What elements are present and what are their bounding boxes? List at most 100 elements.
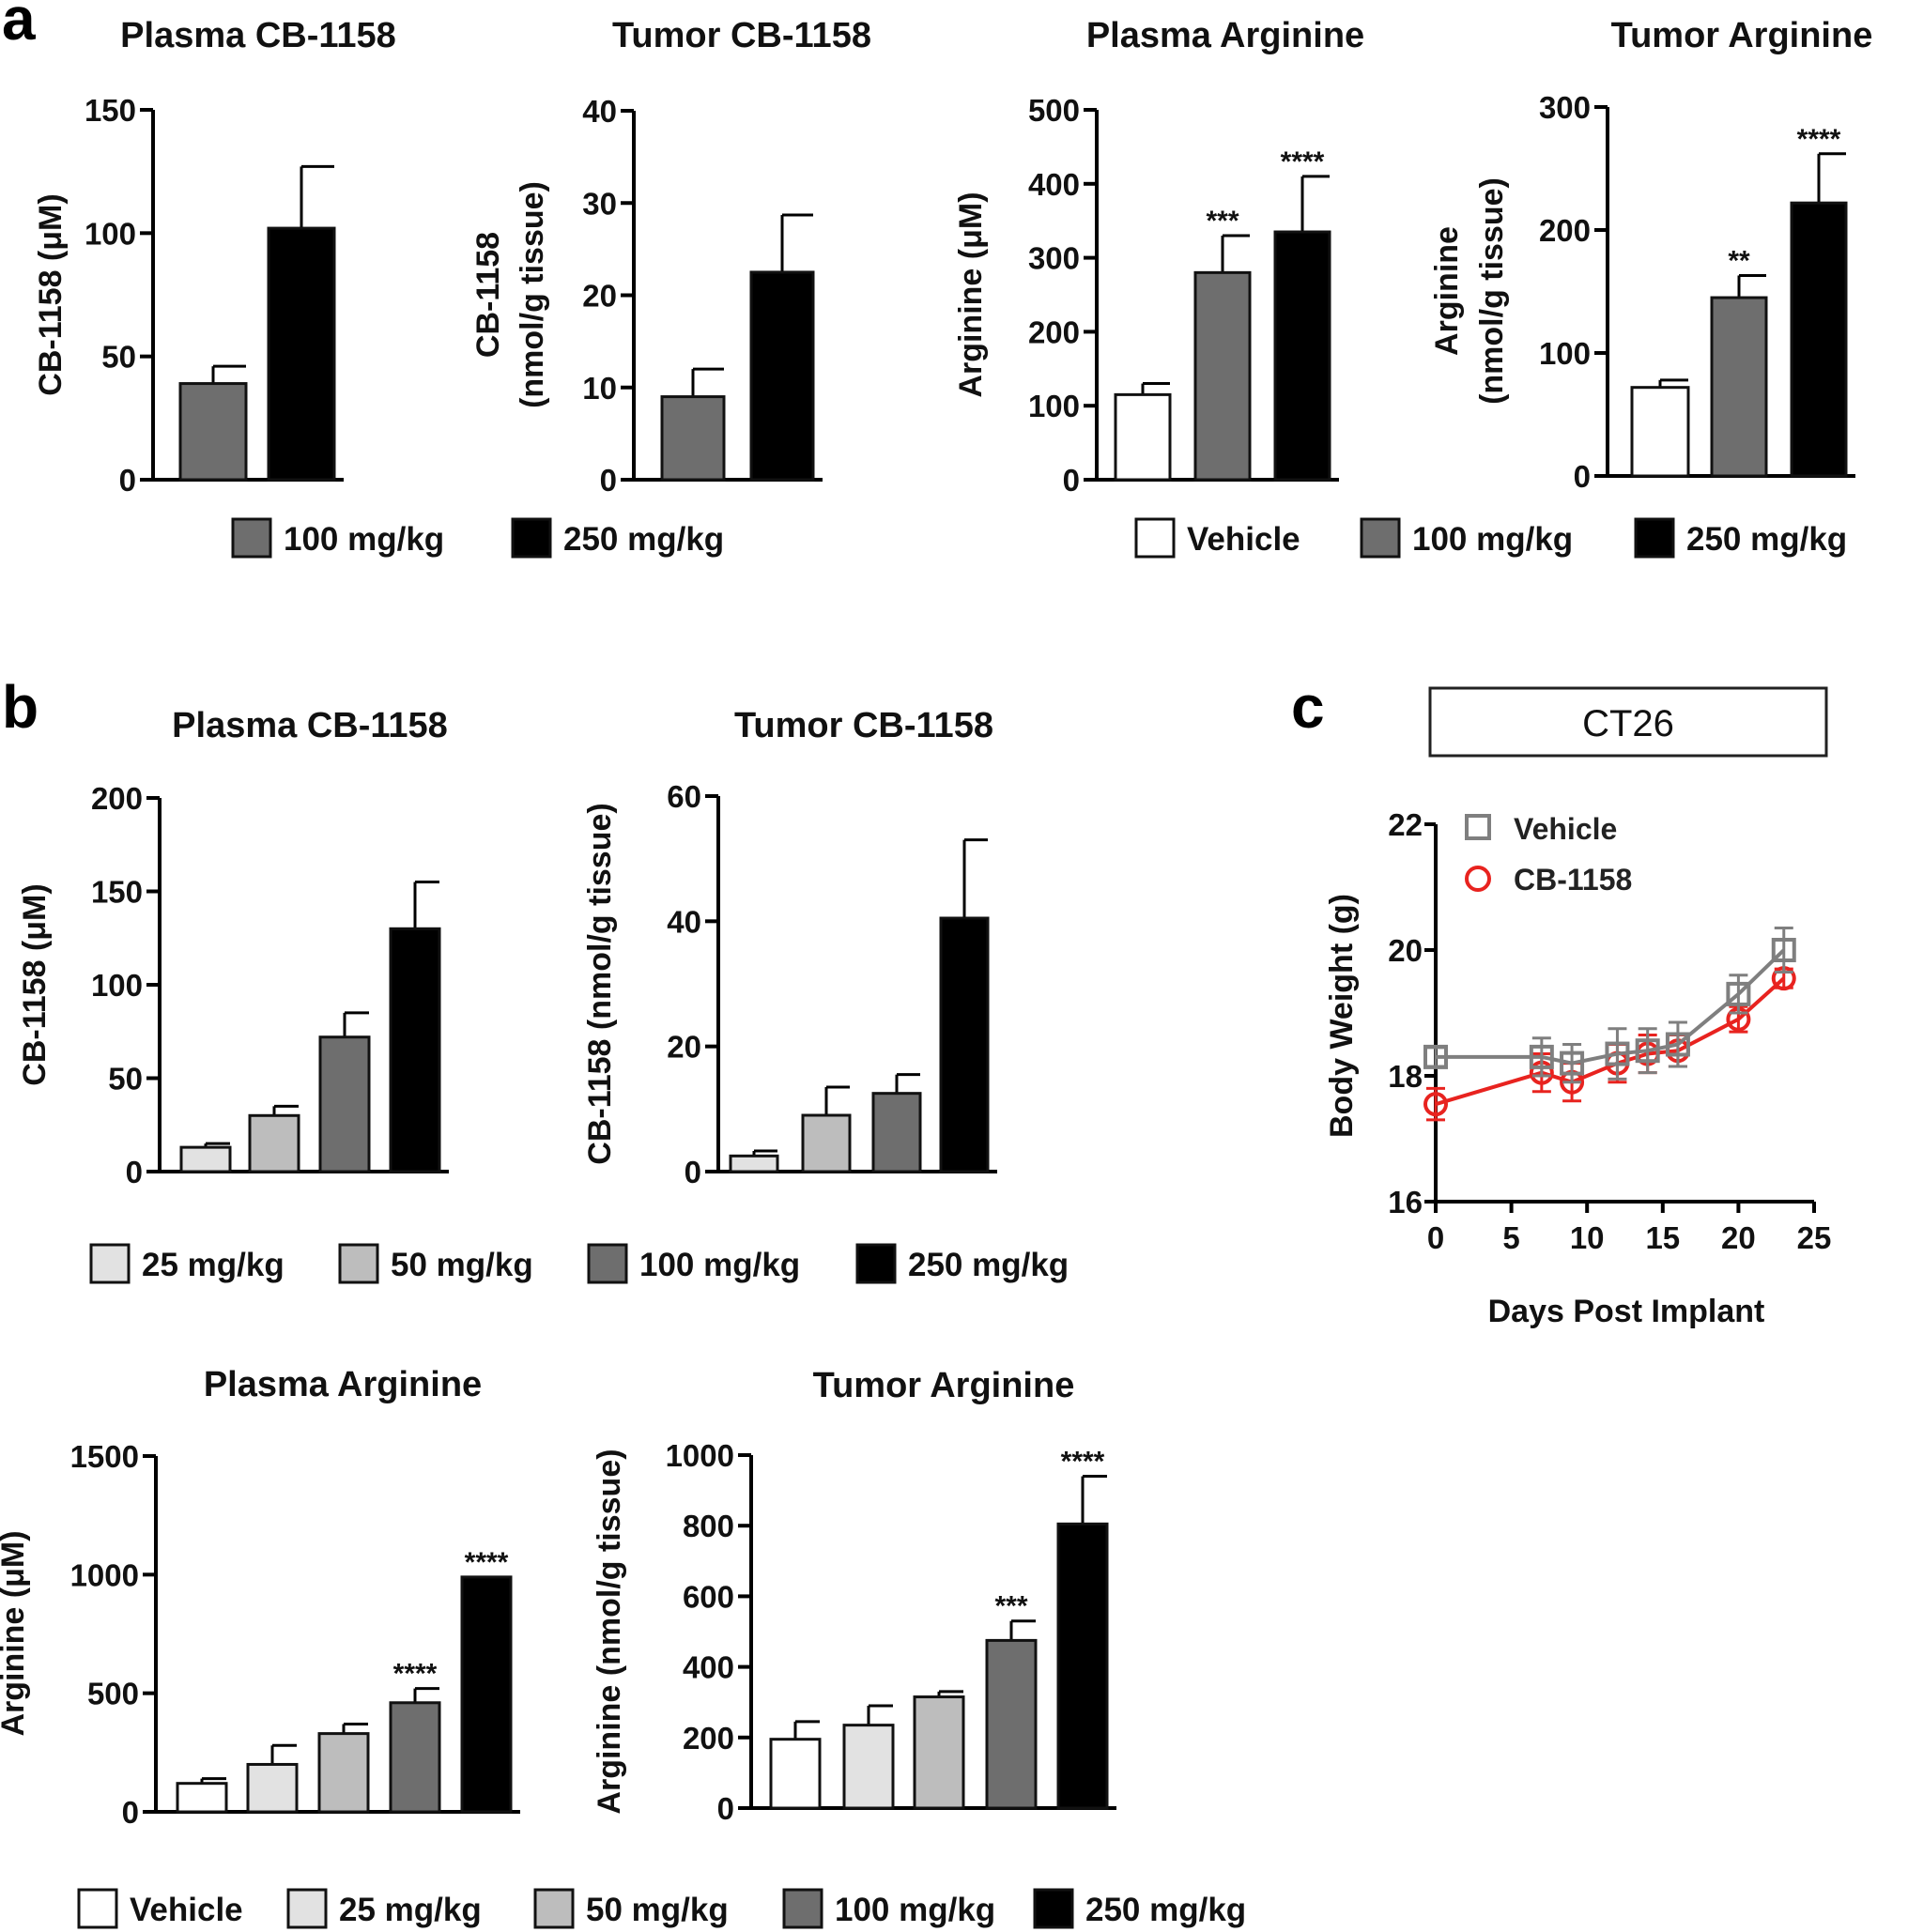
y-tick-label: 100 — [1028, 389, 1080, 423]
y-tick-label: 20 — [1388, 933, 1423, 968]
bar — [729, 1154, 779, 1173]
data-point — [1529, 1044, 1554, 1069]
chart-b-tumor-cb1158: Tumor CB-1158 CB-1158 (nmol/g tissue) 0 20 4… — [582, 706, 997, 1189]
y-tick-label: 150 — [85, 93, 136, 128]
bar — [178, 382, 248, 482]
significance-label: **** — [393, 1659, 438, 1690]
bar — [939, 916, 990, 1173]
legend-label: 250 mg/kg — [908, 1247, 1069, 1283]
y-tick-label: 100 — [91, 968, 143, 1003]
y-tick-label: 0 — [126, 1155, 143, 1189]
bar — [179, 1145, 232, 1173]
legend-swatch — [231, 517, 272, 559]
series-line — [1435, 976, 1786, 1107]
legend-a-right: Vehicle 100 mg/kg 250 mg/kg — [1134, 517, 1847, 559]
bar — [985, 1638, 1038, 1810]
y-tick-label: 40 — [582, 94, 617, 129]
legend-swatch — [1033, 1888, 1074, 1929]
y-axis-label: CB-1158 (μM) — [33, 193, 69, 395]
legend-label: Vehicle — [130, 1892, 243, 1928]
y-tick-label: 40 — [667, 904, 701, 939]
bar — [1193, 270, 1252, 482]
y-tick-label: 200 — [1539, 213, 1591, 248]
chart-title: Tumor CB-1158 — [612, 16, 871, 55]
y-tick-label: 16 — [1388, 1185, 1423, 1219]
chart-b-plasma-cb1158: Plasma CB-1158 CB-1158 (μM) 0 50 100 150 200 — [17, 706, 449, 1189]
chart-title: CT26 — [1582, 703, 1674, 744]
legend-swatch — [587, 1243, 628, 1284]
significance-label: **** — [465, 1547, 509, 1578]
chart-c-body-weight: CT26 16 18 20 22 0 5 10 15 20 25 Days Post Implant B… — [1324, 686, 1832, 1329]
y-tick-label: 100 — [85, 216, 136, 251]
y-tick-label: 1000 — [70, 1557, 139, 1592]
chart-b-plasma-arginine: Plasma Arginine Arginine (μM) 0 500 1000 1500… — [0, 1365, 520, 1830]
data-point — [1726, 981, 1751, 1006]
legend-swatch — [1360, 517, 1401, 559]
legend-marker — [1465, 814, 1491, 840]
y-tick-label: 100 — [1539, 336, 1591, 371]
bar — [801, 1113, 852, 1173]
chart-b-tumor-arginine: Tumor Arginine Arginine (nmol/g tissue) 0 2… — [592, 1366, 1116, 1826]
significance-label: *** — [1206, 206, 1239, 237]
legend-swatch — [77, 1888, 118, 1929]
legend-b-top: 25 mg/kg 50 mg/kg 100 mg/kg 250 mg/kg — [89, 1243, 1069, 1284]
chart-a-tumor-cb1158: Tumor CB-1158 CB-1158 (nmol/g tissue) 0 10 20… — [470, 16, 871, 498]
y-tick-label: 0 — [119, 463, 136, 498]
legend-label: 50 mg/kg — [586, 1892, 729, 1928]
legend-label: 250 mg/kg — [1686, 521, 1847, 558]
y-tick-label: 200 — [683, 1721, 734, 1756]
panel-letter-a: a — [2, 0, 36, 53]
y-axis-label: Arginine (nmol/g tissue) — [592, 1449, 627, 1814]
y-tick-label: 400 — [683, 1650, 734, 1685]
significance-label: *** — [994, 1591, 1027, 1622]
legend-label: 25 mg/kg — [339, 1892, 482, 1928]
y-tick-label: 1500 — [70, 1439, 139, 1474]
y-tick-label: 800 — [683, 1509, 734, 1543]
y-tick-label: 0 — [1574, 459, 1591, 494]
y-tick-label: 1000 — [666, 1438, 734, 1473]
y-tick-label: 300 — [1539, 90, 1591, 125]
y-tick-label: 300 — [1028, 241, 1080, 276]
bar — [176, 1782, 228, 1814]
y-tick-label: 20 — [667, 1030, 701, 1065]
x-tick-label: 5 — [1502, 1220, 1519, 1255]
y-tick-label: 200 — [91, 781, 143, 816]
legend-label: CB-1158 — [1514, 863, 1632, 897]
title-box — [1428, 686, 1828, 758]
legend-swatch — [855, 1243, 897, 1284]
chart-a-plasma-cb1158: Plasma CB-1158 CB-1158 (μM) 0 50 100 150 — [33, 16, 396, 498]
bar — [246, 1762, 299, 1814]
legend-label: Vehicle — [1514, 812, 1617, 846]
y-tick-label: 0 — [685, 1155, 701, 1189]
chart-title: Plasma CB-1158 — [172, 706, 448, 745]
legend-swatch — [338, 1243, 379, 1284]
chart-title: Plasma Arginine — [204, 1365, 482, 1404]
y-tick-label: 500 — [87, 1677, 139, 1711]
y-tick-label: 22 — [1388, 807, 1423, 842]
data-point — [1635, 1038, 1660, 1064]
legend-swatch — [1634, 517, 1675, 559]
x-tick-label: 10 — [1570, 1220, 1605, 1255]
y-axis-label: Body Weight (g) — [1324, 894, 1360, 1138]
legend-label: Vehicle — [1187, 521, 1300, 558]
y-tick-label: 200 — [1028, 314, 1080, 349]
chart-title: Tumor CB-1158 — [734, 706, 993, 745]
panel-letter-c: c — [1291, 673, 1325, 741]
data-point — [1665, 1032, 1690, 1057]
chart-title: Tumor Arginine — [813, 1366, 1075, 1405]
x-tick-label: 25 — [1797, 1220, 1832, 1255]
y-tick-label: 20 — [582, 279, 617, 314]
bar — [660, 395, 726, 482]
data-point — [1423, 1092, 1448, 1117]
legend-label: 25 mg/kg — [142, 1247, 285, 1283]
legend-label: 100 mg/kg — [1412, 521, 1573, 558]
x-axis-label: Days Post Implant — [1488, 1294, 1765, 1329]
significance-label: **** — [1797, 124, 1841, 155]
y-axis-label: (nmol/g tissue) — [1474, 177, 1510, 405]
bar — [389, 927, 441, 1173]
chart-title: Plasma Arginine — [1086, 16, 1364, 55]
y-axis-label: Arginine (μM) — [0, 1530, 31, 1736]
bar — [1630, 386, 1690, 478]
y-tick-label: 0 — [1063, 463, 1080, 498]
